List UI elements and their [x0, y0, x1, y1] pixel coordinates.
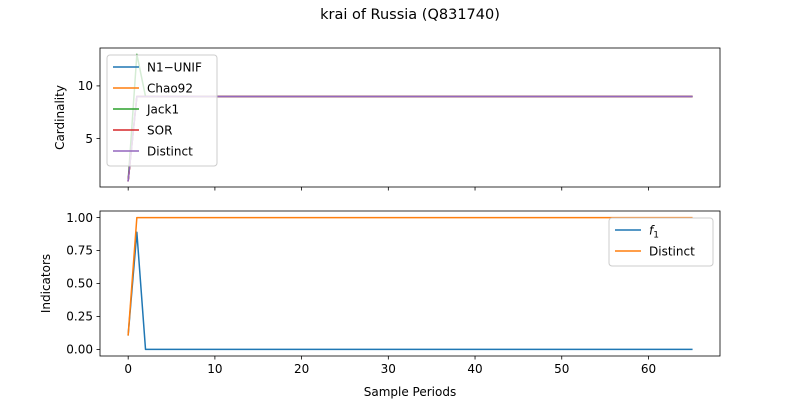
- x-axis-label: Sample Periods: [364, 385, 456, 399]
- x-tick-label: 20: [294, 362, 309, 376]
- legend-entry: Distinct: [649, 245, 695, 259]
- axes-frame: [99, 47, 721, 188]
- legend-box: [106, 54, 218, 167]
- legend-entry: f1: [649, 224, 659, 241]
- legend-entry: Distinct: [147, 145, 193, 159]
- series-line-distinct: [127, 216, 693, 336]
- y-tick-label: 0.75: [66, 244, 93, 258]
- x-tick-label: 30: [381, 362, 396, 376]
- y-tick-label: 0.25: [66, 310, 93, 324]
- legend-entry: Jack1: [146, 103, 179, 117]
- y-tick-label: 10: [78, 79, 93, 93]
- y-tick-label: 0.00: [66, 343, 93, 357]
- x-tick-label: 50: [554, 362, 569, 376]
- x-tick-label: 60: [641, 362, 656, 376]
- x-tick-label: 40: [467, 362, 482, 376]
- x-tick-label: 0: [124, 362, 132, 376]
- legend-entry: Chao92: [147, 82, 193, 96]
- figure-title: krai of Russia (Q831740): [320, 7, 500, 23]
- legend-box: [608, 217, 714, 267]
- legend: N1−UNIF Chao92 Jack1 SOR Distinct: [106, 54, 218, 167]
- y-axis-label: Cardinality: [53, 85, 67, 150]
- series-line-f: [127, 231, 693, 351]
- legend-entry: N1−UNIF: [147, 61, 202, 75]
- legend: f1 Distinct: [608, 217, 714, 267]
- y-axis-label: Indicators: [39, 254, 53, 313]
- y-tick-label: 1.00: [66, 211, 93, 225]
- cardinality-panel: 5 10 Cardinality N1−UNIF Chao92 Jack1 SOR Disti…: [53, 47, 721, 191]
- y-tick-label: 5: [85, 132, 93, 146]
- legend-entry: SOR: [147, 124, 172, 138]
- y-tick-label: 0.50: [66, 277, 93, 291]
- x-tick-label: 10: [207, 362, 222, 376]
- indicators-panel: 0 10 20 30 40 50 60 0.00 0.25 0.50 0.75 1.00 Indicat…: [39, 210, 721, 399]
